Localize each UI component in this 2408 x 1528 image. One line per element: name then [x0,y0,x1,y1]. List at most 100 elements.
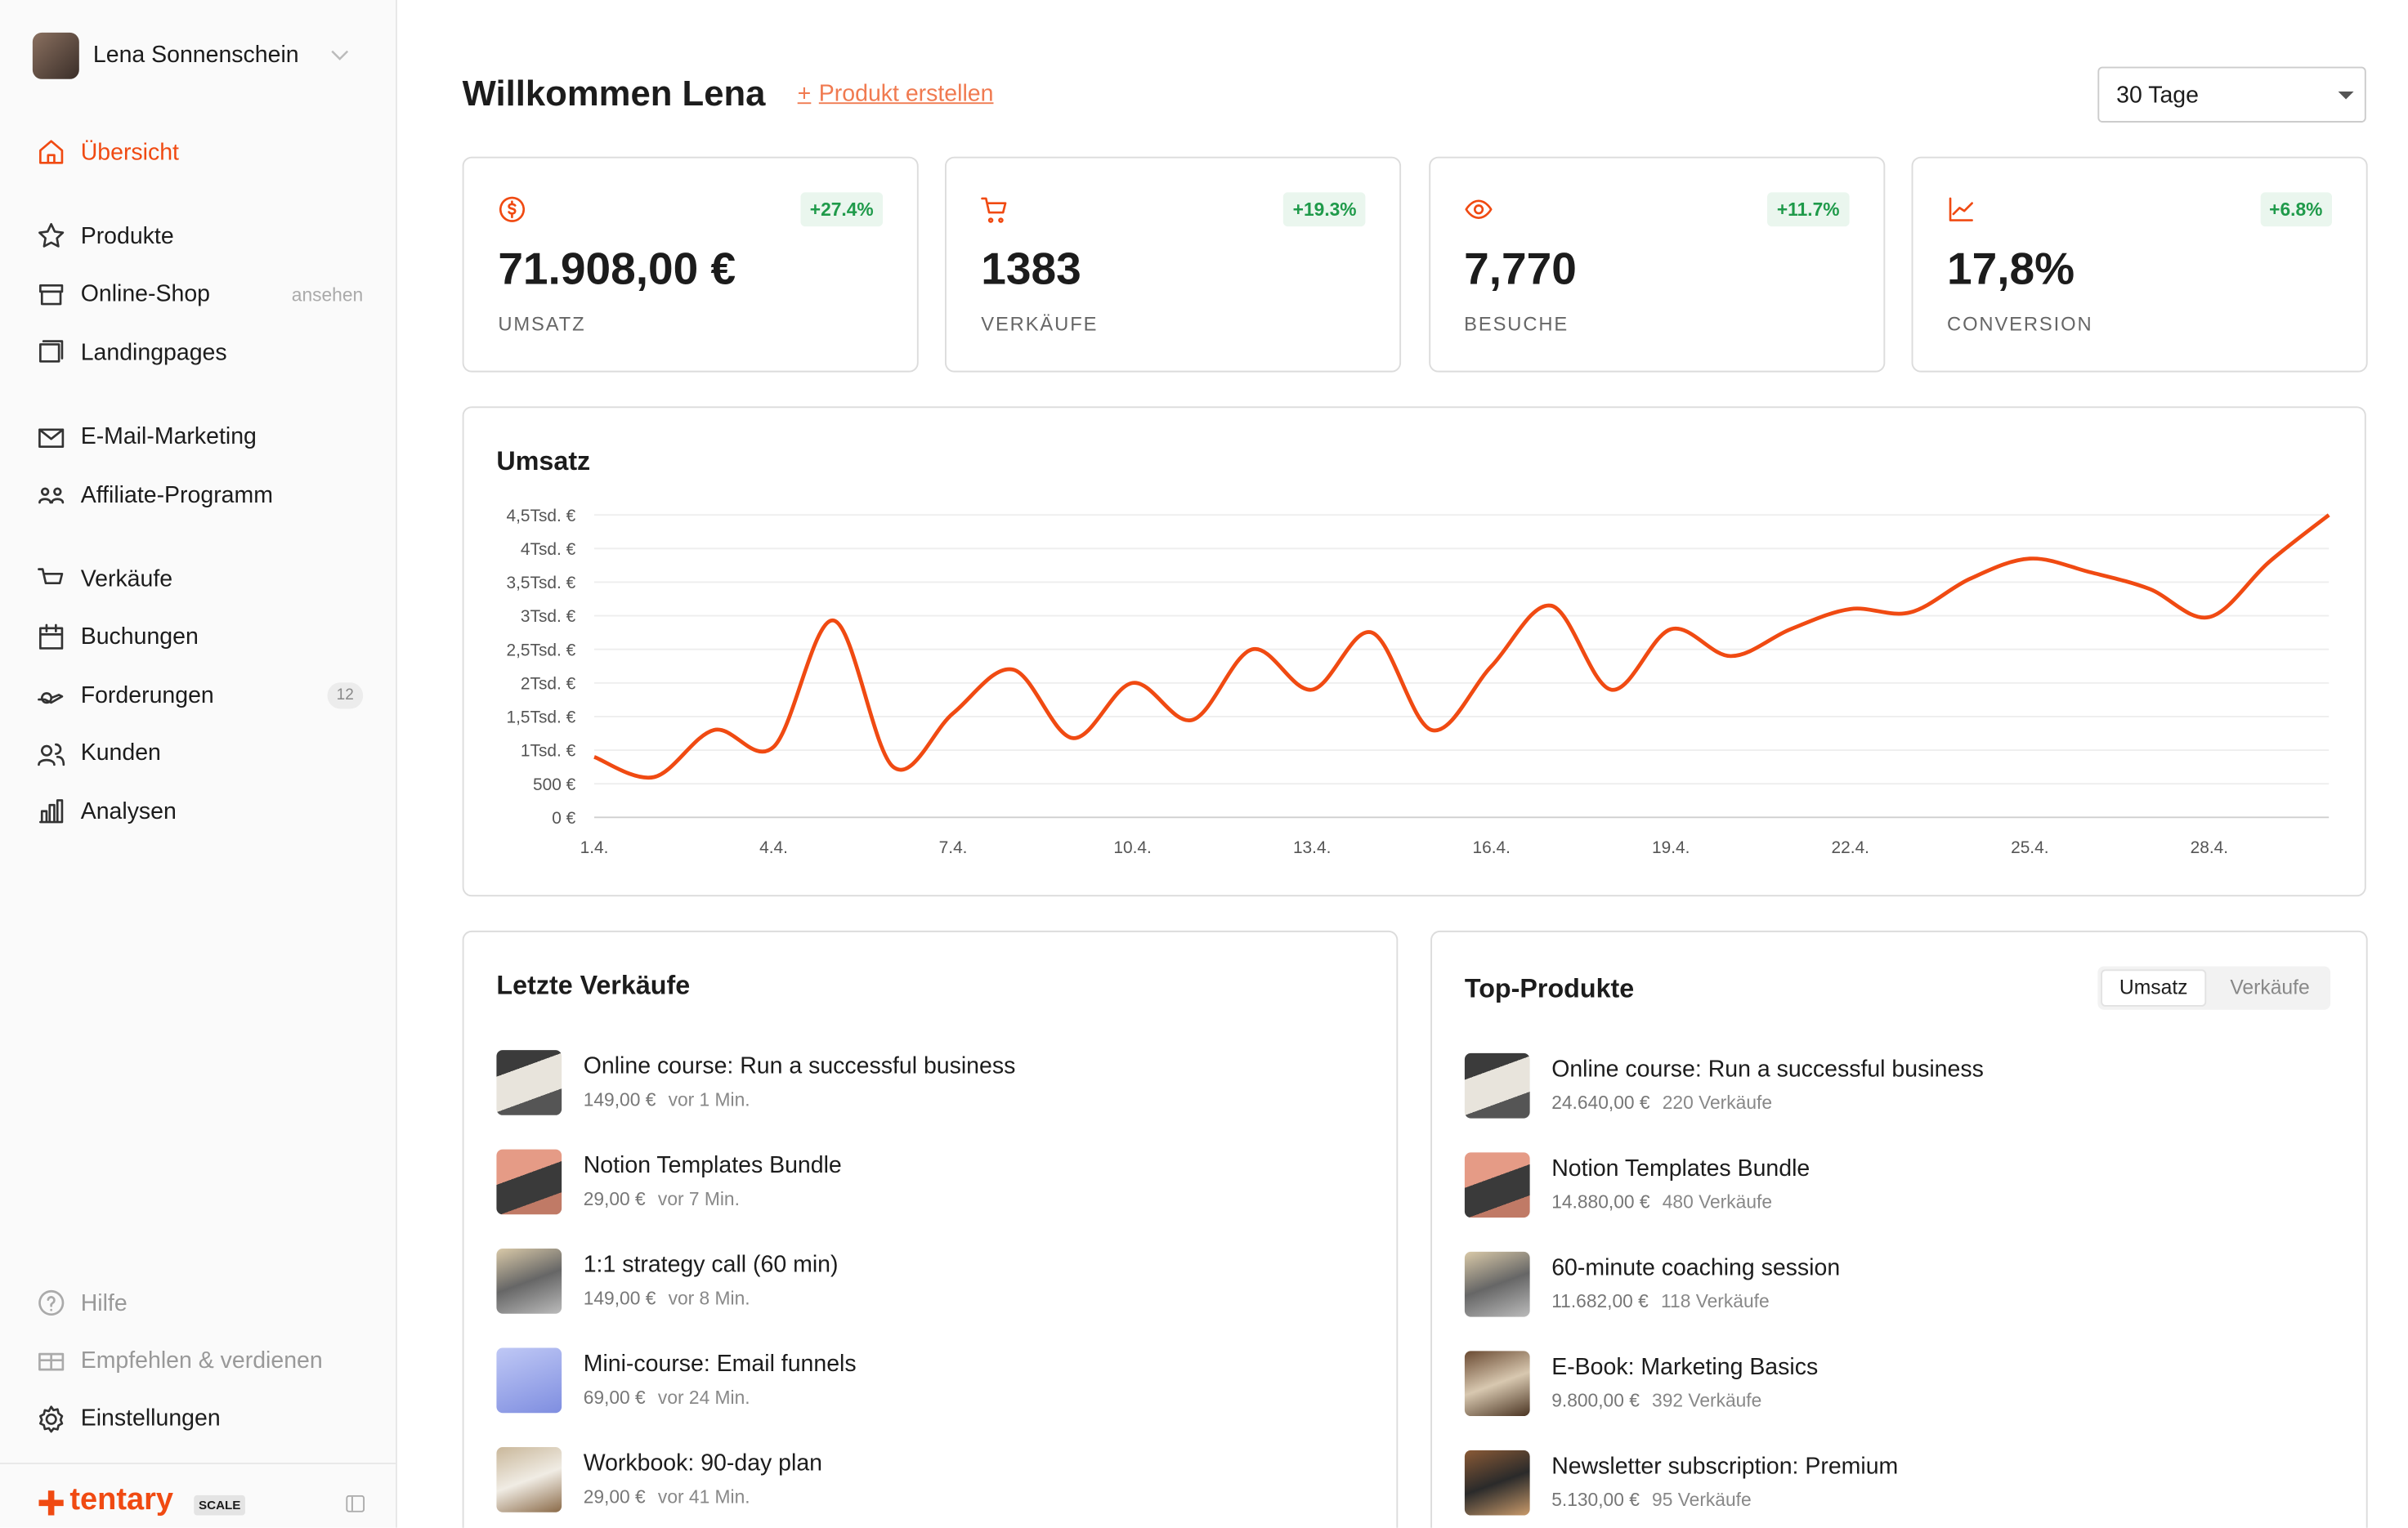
y-tick-label: 3Tsd. € [521,607,576,626]
item-amount: 11.682,00 € [1551,1290,1649,1312]
item-amount: 24.640,00 € [1551,1092,1650,1114]
user-name[interactable]: Lena Sonnenschein [92,42,299,69]
nav-item[interactable]: Übersicht [38,138,364,166]
list-item[interactable]: Newsletter subscription: Premium 5.130,00… [1464,1450,2334,1519]
card-title: Letzte Verkäufe [496,971,691,1001]
item-meta: 149,00 € vor 8 Min. [584,1288,750,1310]
item-meta: 149,00 € vor 1 Min. [584,1089,750,1111]
tabs: Umsatz Verkäufe [2097,966,2331,1010]
item-name: Online course: Run a successful business [583,1052,1016,1080]
y-tick-label: 4Tsd. € [521,540,576,559]
item-name: Mini-course: Email funnels [583,1351,857,1378]
item-meta: 11.682,00 € 118 Verkäufe [1551,1290,1769,1312]
kpi-change: +11.7% [1767,192,1849,227]
list-item[interactable]: Workbook: 90-day plan 29,00 € vor 41 Min. [496,1447,1365,1516]
thumbnail [1464,1052,1530,1119]
item-name: Newsletter subscription: Premium [1551,1453,1899,1480]
nav-item[interactable]: Buchungen [38,623,364,651]
nav-label: Empfehlen & verdienen [80,1347,323,1374]
y-tick-label: 1Tsd. € [521,742,576,761]
icon [38,692,64,704]
item-amount: 149,00 € [583,1088,656,1111]
period-select[interactable]: 30 Tage [2097,66,2366,123]
nav-item[interactable]: E-Mail-Marketing [38,422,364,450]
item-meta: 29,00 € vor 7 Min. [584,1188,740,1210]
y-tick-label: 3,5Tsd. € [507,574,576,592]
nav-item[interactable]: Landingpages [38,338,364,366]
icon [39,340,64,363]
thumbnail [496,1249,562,1314]
icon [39,140,64,164]
plan: SCALE [194,1494,246,1516]
kpi-label: BESUCHE [1464,313,1569,336]
icon [38,487,65,504]
list-item[interactable]: E-Book: Marketing Basics 9.800,00 € 392 Ve… [1464,1351,2334,1419]
y-tick-label: 2,5Tsd. € [507,641,576,659]
icon [39,799,64,824]
nav-item[interactable]: Verkäufe [38,565,364,593]
kpi-card: +6.8% 17,8% CONVERSION [1911,156,2368,373]
list-item[interactable]: Notion Templates Bundle 29,00 € vor 7 Min. [496,1149,1365,1218]
y-tick-label: 0 € [552,809,575,828]
x-tick-label: 7.4. [939,838,968,857]
icon [38,427,65,448]
icon [1464,199,1492,220]
thumbnail [496,1347,562,1414]
nav-label: Hilfe [80,1289,128,1316]
item-name: 60-minute coaching session [1551,1254,1841,1281]
nav-item[interactable]: Kunden [38,739,364,767]
icon [499,196,526,222]
nav-item[interactable]: Produkte [38,222,364,250]
nav-item[interactable]: Forderungen 12 [38,681,364,709]
list-item[interactable]: Notion Templates Bundle 14.880,00 € 480 Ve… [1464,1152,2334,1221]
nav-item[interactable]: Affiliate-Programm [38,480,364,508]
icon [38,223,65,248]
item-meta: 5.130,00 € 95 Verkäufe [1551,1489,1751,1511]
nav-label: Kunden [80,739,161,766]
kpi-value: 17,8% [1947,244,2075,295]
brand-name: tentary [69,1482,174,1517]
x-tick-label: 10.4. [1113,838,1151,857]
tab[interactable]: Verkäufe [2230,975,2310,999]
item-amount: 29,00 € [583,1486,646,1508]
create-product[interactable]: + Produkt erstellen [797,80,994,107]
list-item[interactable]: 60-minute coaching session 11.682,00 € 118… [1464,1251,2334,1320]
tab[interactable]: Umsatz [2101,969,2207,1007]
nav-label: Forderungen [80,681,214,708]
kpi-card: +11.7% 7,770 BESUCHE [1428,156,1885,373]
nav-item[interactable]: Analysen [38,798,364,825]
item-name: Notion Templates Bundle [583,1152,842,1179]
list-item[interactable]: 1:1 strategy call (60 min) 149,00 € vor 8 … [496,1249,1365,1317]
kpi-value: 1383 [981,244,1081,295]
nav-label: E-Mail-Marketing [80,423,257,450]
item-name: 1:1 strategy call (60 min) [583,1251,839,1279]
kpi-label: CONVERSION [1947,313,2093,336]
item-name: Workbook: 90-day plan [583,1450,823,1477]
nav-item[interactable]: Empfehlen & verdienen [38,1347,364,1374]
item-amount: 9.800,00 € [1551,1389,1640,1412]
kpi-label: UMSATZ [498,313,586,336]
collapse[interactable] [346,1494,365,1512]
icon [39,1405,64,1432]
x-tick-label: 16.4. [1472,838,1510,857]
nav-item[interactable]: Hilfe [38,1289,364,1316]
list-item[interactable]: Mini-course: Email funnels 69,00 € vor 24 … [496,1347,1365,1417]
item-detail: 95 Verkäufe [1652,1489,1752,1511]
page-title: Willkommen Lena [462,73,766,114]
item-meta: 14.880,00 € 480 Verkäufe [1551,1191,1772,1213]
item-amount: 149,00 € [583,1287,656,1310]
nav-item[interactable]: Einstellungen [38,1405,364,1432]
nav-label: Analysen [80,798,177,824]
line [593,513,2330,780]
item-amount: 69,00 € [583,1386,646,1409]
x-tick-label: 22.4. [1832,838,1869,857]
nav-label: Übersicht [80,138,179,166]
nav-item[interactable]: Online-Shop ansehen [38,280,364,308]
chart: 0 € 500 € 1Tsd. € 1,5Tsd. € 2Tsd. € 2,5Tsd. €… [507,507,2330,857]
list-item[interactable]: Online course: Run a successful business… [496,1050,1365,1119]
list-item[interactable]: Online course: Run a successful business… [1464,1052,2334,1122]
create-label: Produkt erstellen [818,80,994,107]
y-tick-label: 500 € [533,775,576,794]
